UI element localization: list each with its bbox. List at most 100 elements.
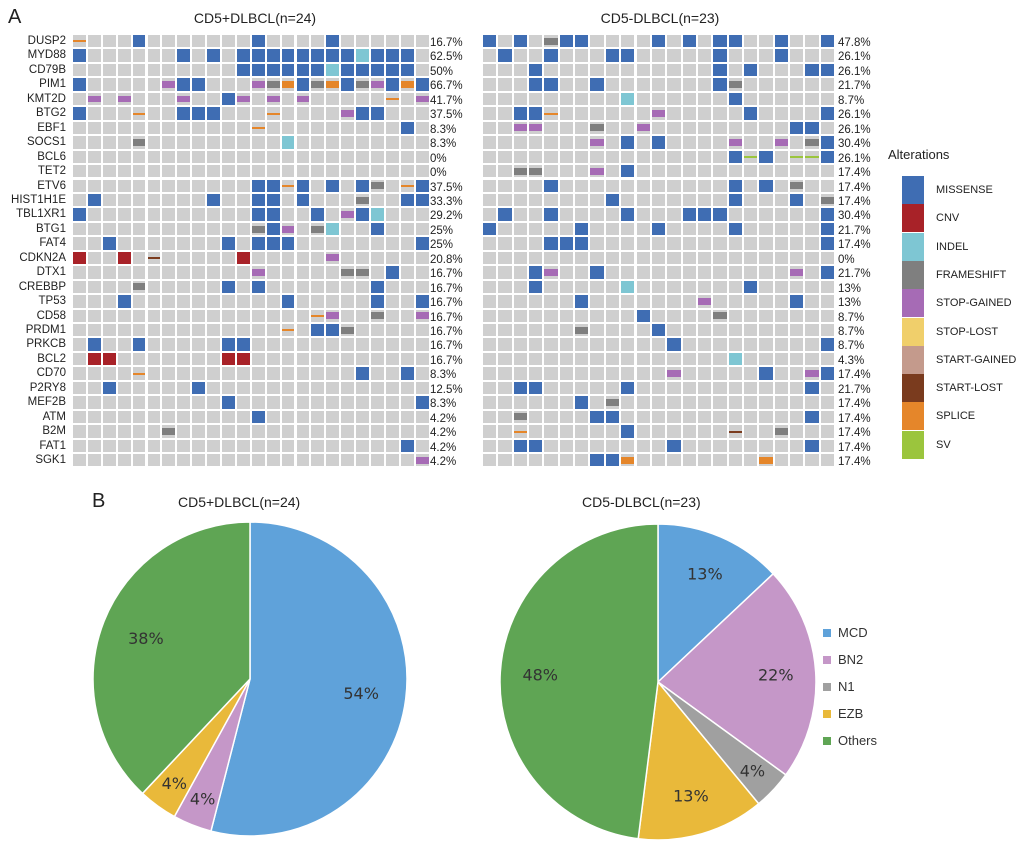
oncoprint-cell bbox=[682, 367, 696, 380]
oncoprint-cell bbox=[296, 338, 310, 351]
oncoprint-cell bbox=[415, 410, 429, 424]
frequency-label: 37.5% bbox=[430, 109, 463, 122]
oncoprint-cell bbox=[697, 410, 712, 424]
oncoprint-cell bbox=[400, 78, 414, 91]
oncoprint-cell bbox=[697, 367, 712, 380]
oncoprint-cell bbox=[651, 193, 666, 207]
oncoprint-cell bbox=[529, 49, 543, 62]
alteration-mark bbox=[400, 193, 414, 207]
oncoprint-cell bbox=[251, 136, 265, 149]
oncoprint-cell bbox=[544, 49, 558, 62]
oncoprint-cell bbox=[513, 165, 528, 178]
oncoprint-cell bbox=[341, 280, 355, 294]
oncoprint-cell bbox=[117, 63, 131, 77]
gene-label: DTX1 bbox=[36, 266, 66, 279]
alterations-legend-title: Alterations bbox=[888, 147, 950, 162]
oncoprint-cell bbox=[415, 150, 429, 164]
oncoprint-cell bbox=[296, 49, 310, 62]
oncoprint-cell bbox=[651, 425, 666, 438]
oncoprint-cell bbox=[236, 454, 250, 467]
oncoprint-cell bbox=[385, 367, 399, 380]
oncoprint-cell bbox=[326, 410, 340, 424]
alteration-mark bbox=[713, 312, 727, 320]
gene-label: BTG1 bbox=[35, 222, 66, 235]
oncoprint-cell bbox=[177, 309, 191, 322]
alteration-mark bbox=[529, 107, 543, 120]
oncoprint-cell bbox=[400, 410, 414, 424]
frequency-label: 4.2% bbox=[430, 456, 457, 469]
oncoprint-cell bbox=[102, 410, 116, 424]
oncoprint-cell bbox=[529, 367, 543, 380]
oncoprint-cell bbox=[192, 309, 206, 322]
oncoprint-cell bbox=[805, 165, 819, 178]
oncoprint-cell bbox=[621, 165, 635, 178]
oncoprint-cell bbox=[728, 193, 742, 207]
alteration-mark bbox=[371, 81, 384, 89]
subtype-legend-swatch bbox=[823, 710, 831, 718]
alteration-mark bbox=[605, 410, 620, 424]
oncoprint-cell bbox=[667, 165, 681, 178]
oncoprint-cell bbox=[682, 63, 696, 77]
oncoprint-cell bbox=[73, 454, 86, 467]
alteration-mark bbox=[728, 138, 742, 146]
oncoprint-cell bbox=[820, 35, 835, 48]
oncoprint-cell bbox=[605, 121, 620, 135]
oncoprint-cell bbox=[590, 222, 604, 236]
alteration-mark bbox=[132, 372, 146, 375]
oncoprint-cell bbox=[759, 454, 773, 467]
oncoprint-cell bbox=[147, 165, 161, 178]
oncoprint-cell bbox=[266, 381, 280, 395]
oncoprint-cell bbox=[682, 165, 696, 178]
panel-b-letter: B bbox=[92, 490, 106, 512]
alteration-mark bbox=[385, 98, 399, 101]
oncoprint-cell bbox=[728, 222, 742, 236]
oncoprint-cell bbox=[728, 324, 742, 337]
oncoprint-cell bbox=[728, 280, 742, 294]
oncoprint-cell bbox=[805, 251, 819, 265]
oncoprint-cell bbox=[575, 222, 589, 236]
oncoprint-cell bbox=[697, 352, 712, 366]
oncoprint-cell bbox=[162, 251, 176, 265]
oncoprint-cell bbox=[559, 179, 574, 192]
oncoprint-cell bbox=[682, 136, 696, 149]
oncoprint-cell bbox=[207, 280, 220, 294]
oncoprint-cell bbox=[667, 92, 681, 106]
oncoprint-cell bbox=[483, 309, 497, 322]
oncoprint-cell bbox=[266, 179, 280, 192]
oncoprint-cell bbox=[774, 295, 788, 308]
oncoprint-cell bbox=[296, 78, 310, 91]
oncoprint-cell bbox=[371, 352, 384, 366]
oncoprint-cell bbox=[251, 352, 265, 366]
alteration-mark bbox=[544, 37, 558, 45]
oncoprint-cell bbox=[102, 237, 116, 250]
legend-label: INDEL bbox=[936, 240, 969, 253]
oncoprint-cell bbox=[590, 49, 604, 62]
alteration-mark bbox=[790, 268, 804, 276]
oncoprint-cell bbox=[774, 92, 788, 106]
oncoprint-cell bbox=[117, 280, 131, 294]
oncoprint-cell bbox=[605, 237, 620, 250]
oncoprint-cell bbox=[544, 324, 558, 337]
legend-swatch bbox=[902, 317, 924, 346]
oncoprint-cell bbox=[147, 454, 161, 467]
oncoprint-cell bbox=[759, 165, 773, 178]
alteration-mark bbox=[575, 295, 589, 308]
oncoprint-cell bbox=[162, 295, 176, 308]
oncoprint-cell bbox=[728, 266, 742, 279]
oncoprint-cell bbox=[192, 439, 206, 453]
oncoprint-cell bbox=[266, 251, 280, 265]
alteration-mark bbox=[385, 78, 399, 91]
oncoprint-cell bbox=[559, 251, 574, 265]
oncoprint-cell bbox=[621, 49, 635, 62]
oncoprint-cell bbox=[483, 165, 497, 178]
oncoprint-cell bbox=[222, 35, 235, 48]
alteration-mark bbox=[559, 35, 574, 48]
oncoprint-cell bbox=[820, 165, 835, 178]
alteration-mark bbox=[251, 237, 265, 250]
oncoprint-cell bbox=[207, 222, 220, 236]
oncoprint-cell bbox=[590, 324, 604, 337]
oncoprint-cell bbox=[177, 338, 191, 351]
oncoprint-cell bbox=[636, 439, 650, 453]
alteration-mark bbox=[266, 179, 280, 192]
oncoprint-cell bbox=[73, 35, 86, 48]
